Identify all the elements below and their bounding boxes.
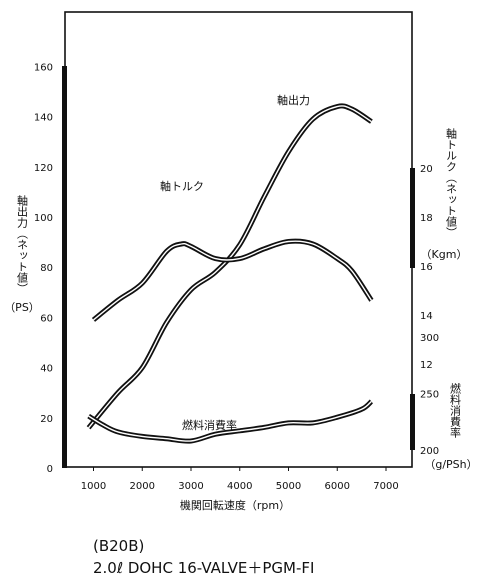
x-axis-label: 機関回転速度（rpm） xyxy=(180,498,290,512)
fuel-axis-unit: （g/PSh） xyxy=(424,458,477,471)
series-line-core-power xyxy=(88,105,372,429)
y-axis-ticks: 0 20 40 60 80 100 120 140 160 xyxy=(34,62,53,475)
series-label-fuel: 燃料消費率 xyxy=(182,418,237,432)
torque-axis-ticks: 12 14 16 18 20 xyxy=(420,164,433,371)
series-layer xyxy=(86,103,374,444)
torque-tick-label: 16 xyxy=(420,262,433,273)
left-axis-label: 軸出力（ネット値） xyxy=(16,194,29,294)
series-label-power: 軸出力 xyxy=(277,93,310,107)
series-label-torque: 軸トルク xyxy=(160,179,204,193)
caption-spec: 2.0ℓ DOHC 16-VALVE＋PGM-FI xyxy=(93,559,315,577)
left-axis-bar xyxy=(62,66,67,468)
x-axis-ticks: 1000 2000 3000 4000 5000 6000 7000 xyxy=(81,467,399,492)
fuel-axis-label: 燃料消費率 xyxy=(449,382,462,439)
y-tick-label: 40 xyxy=(40,364,53,375)
y-tick-label: 140 xyxy=(34,113,53,124)
x-tick-label: 5000 xyxy=(276,481,301,492)
series-line-core-fuel xyxy=(88,400,372,442)
x-tick-label: 7000 xyxy=(373,481,398,492)
fuel-tick-label: 300 xyxy=(420,333,439,344)
fuel-tick-label: 250 xyxy=(420,390,439,401)
y-tick-label: 160 xyxy=(34,62,53,73)
y-tick-label: 0 xyxy=(47,464,53,475)
torque-axis-bar xyxy=(410,168,415,268)
y-tick-label: 60 xyxy=(40,313,53,324)
fuel-axis-bar xyxy=(410,394,415,450)
fuel-axis-ticks: 200 250 300 xyxy=(420,333,439,457)
x-tick-label: 6000 xyxy=(325,481,350,492)
x-tick-label: 2000 xyxy=(130,481,155,492)
x-tick-label: 1000 xyxy=(81,481,106,492)
plot-frame xyxy=(64,11,413,468)
x-tick-label: 4000 xyxy=(227,481,252,492)
torque-tick-label: 18 xyxy=(420,213,433,224)
y-tick-label: 100 xyxy=(34,213,53,224)
x-tick-label: 3000 xyxy=(178,481,203,492)
caption-model: (B20B) xyxy=(93,537,145,555)
torque-axis-label: 軸トルク（ネット値） xyxy=(445,127,458,238)
torque-tick-label: 14 xyxy=(420,311,433,322)
torque-tick-label: 12 xyxy=(420,360,433,371)
left-axis-unit: （PS） xyxy=(4,301,40,314)
torque-axis-unit: （Kgm） xyxy=(421,248,468,261)
y-tick-label: 80 xyxy=(40,263,53,274)
series-line-core-torque xyxy=(93,240,372,321)
y-tick-label: 20 xyxy=(40,414,53,425)
fuel-tick-label: 200 xyxy=(420,446,439,457)
torque-tick-label: 20 xyxy=(420,164,433,175)
y-tick-label: 120 xyxy=(34,163,53,174)
